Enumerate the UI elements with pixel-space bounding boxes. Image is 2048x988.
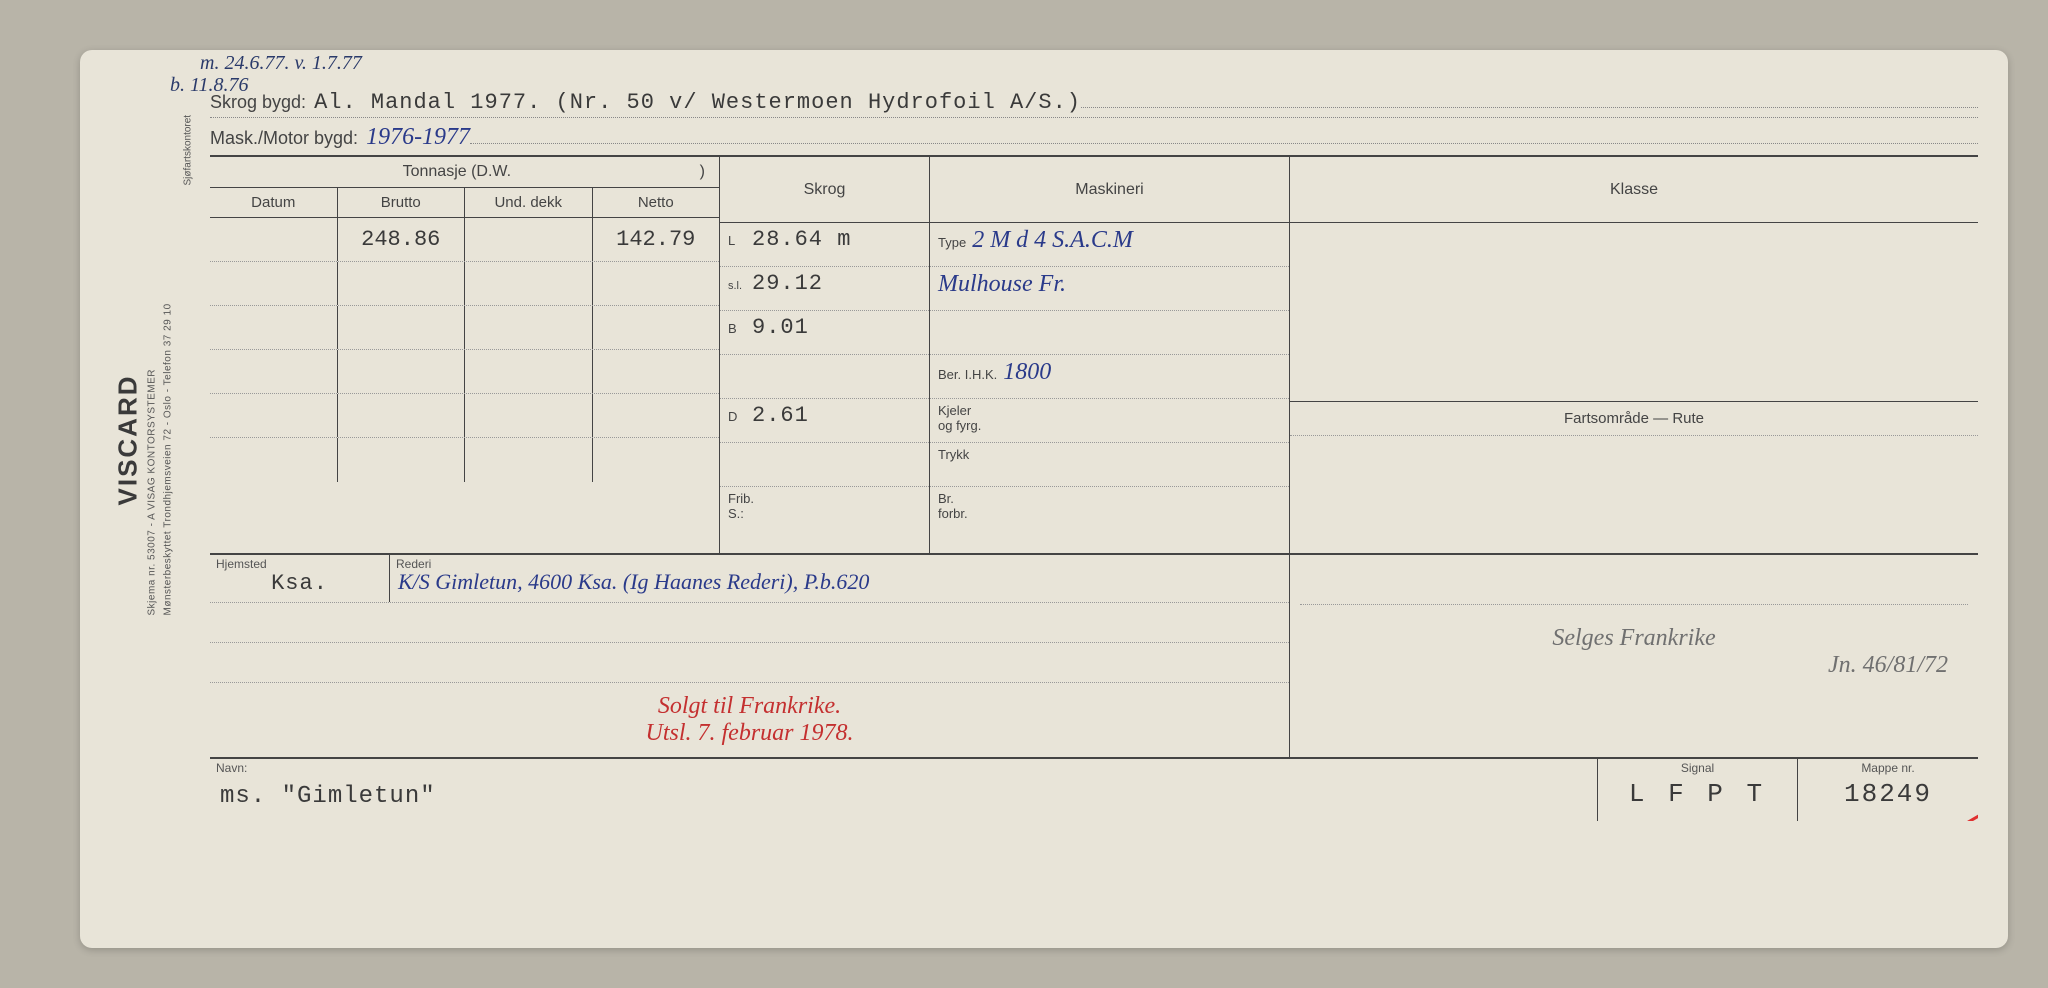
frib-label: Frib. S.: <box>728 491 754 521</box>
mask-empty <box>930 311 1289 355</box>
side-text-1: Skjema nr. 53007 - A VISAG KONTORSYSTEME… <box>147 369 158 616</box>
br-forbr-label: Br. forbr. <box>938 491 968 521</box>
netto-label: Netto <box>593 188 720 217</box>
navn-cell: Navn: ms. "Gimletun" <box>210 759 1598 821</box>
pencil-note-2: Jn. 46/81/72 <box>1300 652 1968 679</box>
skrog-B-label: B <box>728 321 746 336</box>
red-corner-mark <box>1898 781 1978 821</box>
skrog-L-row: L 28.64 m <box>720 223 929 267</box>
mask-br-row: Br. forbr. <box>930 487 1289 553</box>
fartsomrade-label: Fartsområde — Rute <box>1290 401 1978 436</box>
brutto-label: Brutto <box>338 188 466 217</box>
col-klasse: Klasse Fartsområde — Rute <box>1290 157 1978 553</box>
red-notes: Solgt til Frankrike. Utsl. 7. februar 19… <box>210 683 1289 757</box>
page-container: Sjøfartskontoret VISCARD Skjema nr. 5300… <box>20 20 2028 968</box>
tonnasje-close: ) <box>700 163 715 181</box>
navn-value: ms. "Gimletun" <box>220 761 1587 810</box>
pencil-note-1: Selges Frankrike <box>1300 605 1968 652</box>
mask-kjeler-row: Kjeler og fyrg. <box>930 399 1289 443</box>
mask-bygd-label: Mask./Motor bygd: <box>210 128 358 149</box>
col-maskineri: Maskineri Type 2 M d 4 S.A.C.M Mulhouse … <box>930 157 1290 553</box>
skrog-sl-label: s.l. <box>728 280 746 292</box>
tonnasje-data: 248.86 142.79 <box>210 218 719 553</box>
col-skrog: Skrog L 28.64 m s.l. 29.12 B 9.01 <box>720 157 930 553</box>
datum-cell <box>210 218 338 261</box>
dotted-fill <box>470 128 1978 144</box>
netto-cell: 142.79 <box>593 218 720 261</box>
tonnasje-header: Tonnasje (D.W. ) <box>210 157 719 188</box>
skrog-B-value: 9.01 <box>752 315 809 340</box>
tonnasje-label: Tonnasje (D.W. <box>403 163 511 180</box>
side-text-2: Mønsterbeskyttet Trondhjemsveien 72 - Os… <box>163 303 174 615</box>
record-card: Sjøfartskontoret VISCARD Skjema nr. 5300… <box>80 50 2008 948</box>
hjemsted-row: Hjemsted Ksa. Rederi K/S Gimletun, 4600 … <box>210 555 1289 603</box>
handwritten-date-2: b. 11.8.76 <box>170 74 249 97</box>
navn-label: Navn: <box>216 761 247 775</box>
rederi-label: Rederi <box>396 557 431 571</box>
red-note-1: Solgt til Frankrike. <box>230 693 1269 720</box>
klasse-body: Fartsområde — Rute <box>1290 223 1978 553</box>
mask-trykk-row: Trykk <box>930 443 1289 487</box>
skrog-sl-row: s.l. 29.12 <box>720 267 929 311</box>
hjemsted-label: Hjemsted <box>216 557 267 571</box>
skrog-L-value: 28.64 m <box>752 227 851 252</box>
dotted-fill <box>1081 92 1978 108</box>
skrog-empty <box>720 355 929 399</box>
main-grid: Tonnasje (D.W. ) Datum Brutto Und. dekk … <box>210 155 1978 555</box>
ber-ihk-value: 1800 <box>1003 359 1051 386</box>
skrog-frib-row: Frib. S.: <box>720 487 929 553</box>
mappe-cell: Mappe nr. 18249 <box>1798 759 1978 821</box>
skrog-B-row: B 9.01 <box>720 311 929 355</box>
hjemsted-cell: Hjemsted Ksa. <box>210 555 390 602</box>
mask-type2-value: Mulhouse Fr. <box>938 271 1066 298</box>
handwritten-date-1: m. 24.6.77. v. 1.7.77 <box>200 52 362 75</box>
bottom-row: Navn: ms. "Gimletun" Signal L F P T Mapp… <box>210 759 1978 821</box>
type-label: Type <box>938 235 966 250</box>
skrog-header: Skrog <box>720 157 929 223</box>
skrog-sl-value: 29.12 <box>752 271 823 296</box>
tonnasje-row-1: 248.86 142.79 <box>210 218 719 262</box>
kjeler-label: Kjeler og fyrg. <box>938 403 981 433</box>
skrog-L-label: L <box>728 233 746 248</box>
skrog-empty2 <box>720 443 929 487</box>
lower-left: Hjemsted Ksa. Rederi K/S Gimletun, 4600 … <box>210 555 1290 757</box>
signal-cell: Signal L F P T <box>1598 759 1798 821</box>
klasse-header: Klasse <box>1290 157 1978 223</box>
lower-right: Selges Frankrike Jn. 46/81/72 <box>1290 555 1978 757</box>
side-text-top: Sjøfartskontoret <box>183 115 194 186</box>
signal-label: Signal <box>1681 761 1714 775</box>
skrog-D-row: D 2.61 <box>720 399 929 443</box>
mask-header: Maskineri <box>930 157 1289 223</box>
mask-bygd-value: 1976-1977 <box>366 124 470 151</box>
col-tonnasje: Tonnasje (D.W. ) Datum Brutto Und. dekk … <box>210 157 720 553</box>
ber-ihk-label: Ber. I.H.K. <box>938 367 997 382</box>
viscard-brand: VISCARD <box>113 374 144 505</box>
mask-type-value: 2 M d 4 S.A.C.M <box>972 227 1133 254</box>
mask-type-row: Type 2 M d 4 S.A.C.M <box>930 223 1289 267</box>
tonnasje-subheader: Datum Brutto Und. dekk Netto <box>210 188 719 218</box>
skrog-D-label: D <box>728 409 746 424</box>
und-dekk-cell <box>465 218 593 261</box>
und-dekk-label: Und. dekk <box>465 188 593 217</box>
content: m. 24.6.77. v. 1.7.77 b. 11.8.76 Skrog b… <box>200 50 2008 948</box>
datum-label: Datum <box>210 188 338 217</box>
mask-ihk-row: Ber. I.H.K. 1800 <box>930 355 1289 399</box>
lower-grid: Hjemsted Ksa. Rederi K/S Gimletun, 4600 … <box>210 555 1978 759</box>
skrog-bygd-row: Skrog bygd: Al. Mandal 1977. (Nr. 50 v/ … <box>210 84 1978 118</box>
skrog-bygd-value: Al. Mandal 1977. (Nr. 50 v/ Westermoen H… <box>314 90 1081 115</box>
skrog-D-value: 2.61 <box>752 403 809 428</box>
mask-type2-row: Mulhouse Fr. <box>930 267 1289 311</box>
brutto-cell: 248.86 <box>338 218 466 261</box>
trykk-label: Trykk <box>938 447 969 462</box>
mappe-label: Mappe nr. <box>1861 761 1914 775</box>
red-note-2: Utsl. 7. februar 1978. <box>230 720 1269 747</box>
sidebar: Sjøfartskontoret VISCARD Skjema nr. 5300… <box>80 50 200 948</box>
rederi-value: K/S Gimletun, 4600 Ksa. (Ig Haanes Reder… <box>398 557 1281 595</box>
mask-bygd-row: Mask./Motor bygd: 1976-1977 <box>210 118 1978 155</box>
rederi-cell: Rederi K/S Gimletun, 4600 Ksa. (Ig Haane… <box>390 555 1289 602</box>
